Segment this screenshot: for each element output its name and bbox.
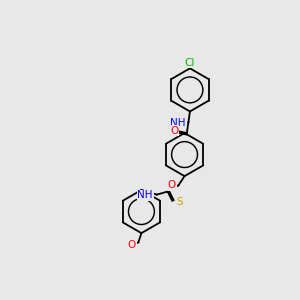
Text: O: O	[170, 126, 179, 136]
Text: Cl: Cl	[185, 58, 195, 68]
Text: NH: NH	[170, 118, 185, 128]
Text: O: O	[168, 180, 176, 190]
Text: S: S	[177, 197, 184, 207]
Text: NH: NH	[137, 190, 153, 200]
Text: O: O	[128, 240, 136, 250]
